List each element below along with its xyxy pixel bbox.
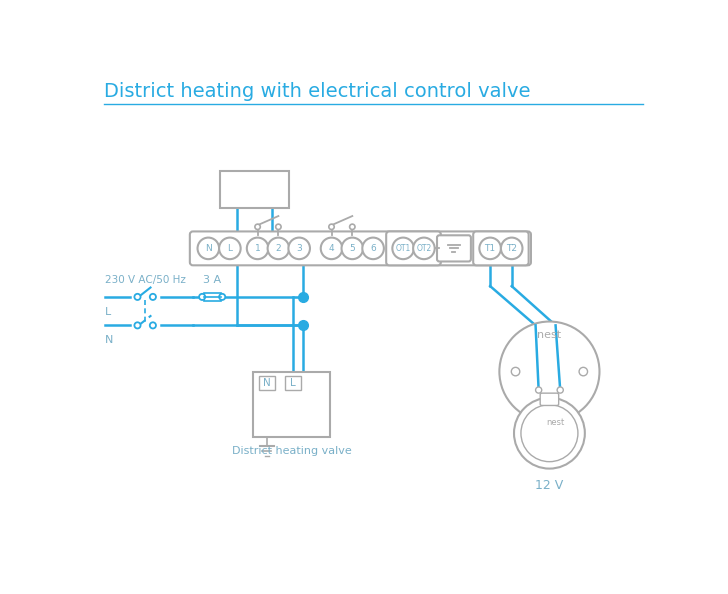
- Circle shape: [197, 238, 219, 259]
- Circle shape: [499, 321, 599, 422]
- Text: Input power: Input power: [219, 184, 290, 197]
- Circle shape: [219, 294, 225, 300]
- Circle shape: [511, 367, 520, 376]
- FancyBboxPatch shape: [259, 376, 274, 390]
- Text: 2: 2: [276, 244, 281, 253]
- Circle shape: [501, 238, 523, 259]
- Circle shape: [321, 238, 342, 259]
- FancyBboxPatch shape: [220, 172, 289, 208]
- Circle shape: [479, 238, 501, 259]
- Circle shape: [199, 294, 205, 300]
- Circle shape: [247, 238, 269, 259]
- Text: nest: nest: [537, 330, 561, 340]
- Text: N: N: [105, 336, 114, 345]
- Circle shape: [514, 398, 585, 469]
- FancyBboxPatch shape: [190, 232, 531, 266]
- Circle shape: [341, 238, 363, 259]
- Text: 12 V: 12 V: [535, 479, 563, 492]
- Circle shape: [276, 224, 281, 229]
- Circle shape: [135, 323, 141, 328]
- Circle shape: [255, 224, 261, 229]
- Text: 4: 4: [329, 244, 334, 253]
- Text: OT1: OT1: [395, 244, 411, 253]
- Circle shape: [150, 323, 156, 328]
- Circle shape: [349, 224, 355, 229]
- Circle shape: [288, 238, 310, 259]
- Circle shape: [135, 294, 141, 300]
- Circle shape: [536, 387, 542, 393]
- Text: 1: 1: [255, 244, 261, 253]
- FancyBboxPatch shape: [285, 376, 301, 390]
- FancyBboxPatch shape: [437, 235, 471, 261]
- Circle shape: [268, 238, 289, 259]
- Text: N: N: [263, 378, 271, 388]
- Circle shape: [579, 367, 587, 376]
- Text: L: L: [227, 244, 232, 253]
- Circle shape: [219, 238, 241, 259]
- Circle shape: [557, 387, 563, 393]
- Text: 230 V AC/50 Hz: 230 V AC/50 Hz: [105, 274, 186, 285]
- Text: nest: nest: [547, 418, 565, 427]
- Circle shape: [414, 238, 435, 259]
- Circle shape: [363, 238, 384, 259]
- FancyBboxPatch shape: [540, 393, 558, 406]
- Text: OT2: OT2: [416, 244, 432, 253]
- Circle shape: [150, 294, 156, 300]
- FancyBboxPatch shape: [204, 293, 221, 301]
- Text: 3: 3: [296, 244, 302, 253]
- FancyBboxPatch shape: [386, 232, 441, 266]
- Text: 6: 6: [371, 244, 376, 253]
- Text: 5: 5: [349, 244, 355, 253]
- FancyBboxPatch shape: [473, 232, 529, 266]
- Text: District heating valve: District heating valve: [232, 446, 352, 456]
- Text: 3 A: 3 A: [203, 276, 221, 285]
- Text: T1: T1: [485, 244, 496, 253]
- Circle shape: [392, 238, 414, 259]
- Text: L: L: [105, 307, 111, 317]
- Text: N: N: [205, 244, 212, 253]
- Text: T2: T2: [506, 244, 517, 253]
- Circle shape: [329, 224, 334, 229]
- Text: District heating with electrical control valve: District heating with electrical control…: [103, 82, 530, 101]
- FancyBboxPatch shape: [253, 372, 330, 437]
- Text: L: L: [290, 378, 296, 388]
- Circle shape: [521, 405, 578, 462]
